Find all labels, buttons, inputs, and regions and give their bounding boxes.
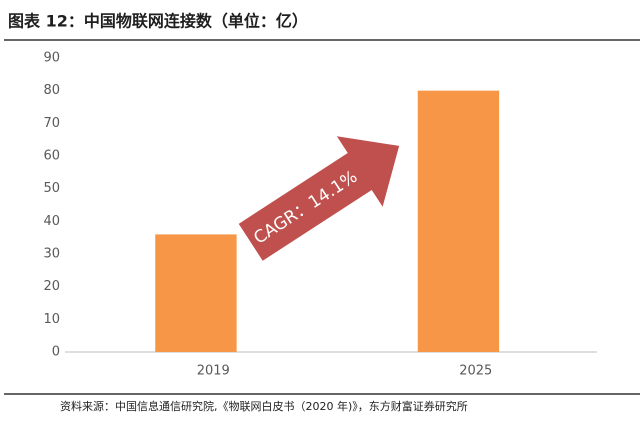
y-tick-label: 50 — [43, 181, 60, 196]
y-tick-label: 60 — [43, 149, 60, 164]
bar — [155, 234, 237, 352]
y-tick-label: 70 — [43, 116, 60, 131]
y-tick-label: 80 — [43, 83, 60, 98]
y-tick-label: 90 — [43, 51, 60, 66]
y-tick-label: 20 — [43, 279, 60, 294]
cagr-arrow: CAGR：14.1% — [238, 136, 400, 261]
x-tick-label: 2019 — [197, 364, 230, 379]
y-tick-label: 30 — [43, 247, 60, 262]
source-note: 资料来源：中国信息通信研究院,《物联网白皮书（2020 年)》，东方财富证券研究… — [60, 399, 468, 413]
bar — [417, 90, 500, 353]
y-tick-label: 0 — [52, 345, 60, 360]
y-tick-label: 10 — [43, 312, 60, 327]
chart-title: 图表 12：中国物联网连接数（单位：亿） — [8, 12, 308, 31]
y-tick-label: 40 — [43, 214, 60, 229]
x-tick-label: 2025 — [459, 364, 492, 379]
arrow-shape — [238, 136, 400, 261]
